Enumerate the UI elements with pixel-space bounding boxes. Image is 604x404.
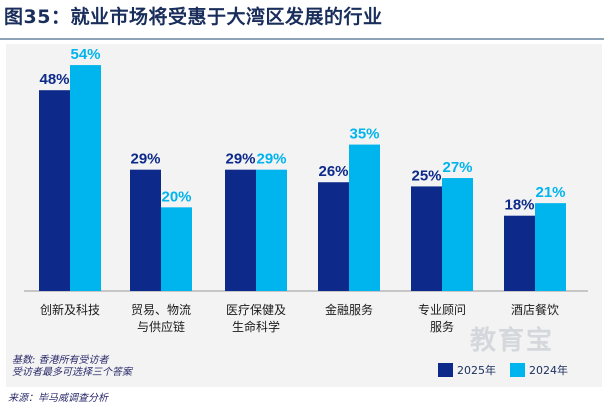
legend-swatch-series-1	[510, 363, 525, 377]
data-label-s0-c4: 25%	[411, 167, 441, 184]
title-divider	[0, 38, 604, 40]
bar-s0-c0	[39, 90, 70, 291]
data-label-s1-c2: 29%	[256, 151, 286, 168]
category-label-c2-line1: 生命科学	[232, 319, 280, 334]
bar-s1-c2	[256, 169, 287, 291]
legend-item-series-0: 2025年	[438, 362, 496, 378]
bar-s1-c4	[442, 178, 473, 291]
legend-label-series-0: 2025年	[457, 364, 496, 377]
category-label-c5-line0: 酒店餐饮	[511, 302, 559, 317]
bar-s0-c1	[130, 169, 161, 291]
bar-s1-c3	[349, 144, 380, 291]
category-label-c1-line0: 贸易、物流	[131, 303, 191, 317]
bar-s1-c1	[161, 207, 192, 291]
legend-item-series-1: 2024年	[510, 362, 568, 378]
data-label-s1-c4: 27%	[442, 159, 472, 176]
category-label-c2-line0: 医疗保健及	[226, 303, 286, 317]
data-label-s1-c3: 35%	[349, 126, 379, 143]
chart-notes: 基数: 香港所有受访者 受访者最多可选择三个答案	[12, 355, 132, 379]
bar-s1-c0	[70, 65, 101, 291]
category-label-c4-line0: 专业顾问	[418, 302, 466, 317]
legend-label-series-1: 2024年	[529, 364, 568, 377]
chart-panel	[6, 44, 602, 387]
bar-s1-c5	[535, 203, 566, 291]
data-label-s1-c0: 54%	[70, 46, 100, 63]
data-label-s0-c3: 26%	[318, 163, 348, 180]
category-label-c1-line1: 与供应链	[137, 319, 185, 334]
bar-s0-c4	[411, 186, 442, 291]
bar-s0-c2	[225, 169, 256, 291]
page-title: 图35：就业市场将受惠于大湾区发展的行业	[4, 6, 383, 28]
data-label-s0-c0: 48%	[39, 71, 69, 88]
category-label-c3-line0: 金融服务	[325, 302, 373, 317]
note-multi-answer: 受访者最多可选择三个答案	[12, 367, 132, 378]
data-label-s1-c5: 21%	[535, 184, 565, 201]
category-label-c0-line0: 创新及科技	[40, 302, 100, 317]
data-label-s1-c1: 20%	[161, 188, 191, 205]
data-label-s0-c2: 29%	[225, 151, 255, 168]
chart-legend: 2025年 2024年	[438, 362, 582, 378]
data-label-s0-c1: 29%	[130, 151, 160, 168]
watermark: 教育宝	[470, 326, 555, 356]
legend-swatch-series-0	[438, 363, 453, 377]
data-label-s0-c5: 18%	[504, 197, 534, 214]
source-note: 来源：毕马威调查分析	[8, 393, 108, 404]
note-base: 基数: 香港所有受访者	[12, 355, 109, 366]
bar-s0-c3	[318, 182, 349, 291]
category-label-c4-line1: 服务	[430, 319, 454, 334]
bar-s0-c5	[504, 215, 535, 291]
